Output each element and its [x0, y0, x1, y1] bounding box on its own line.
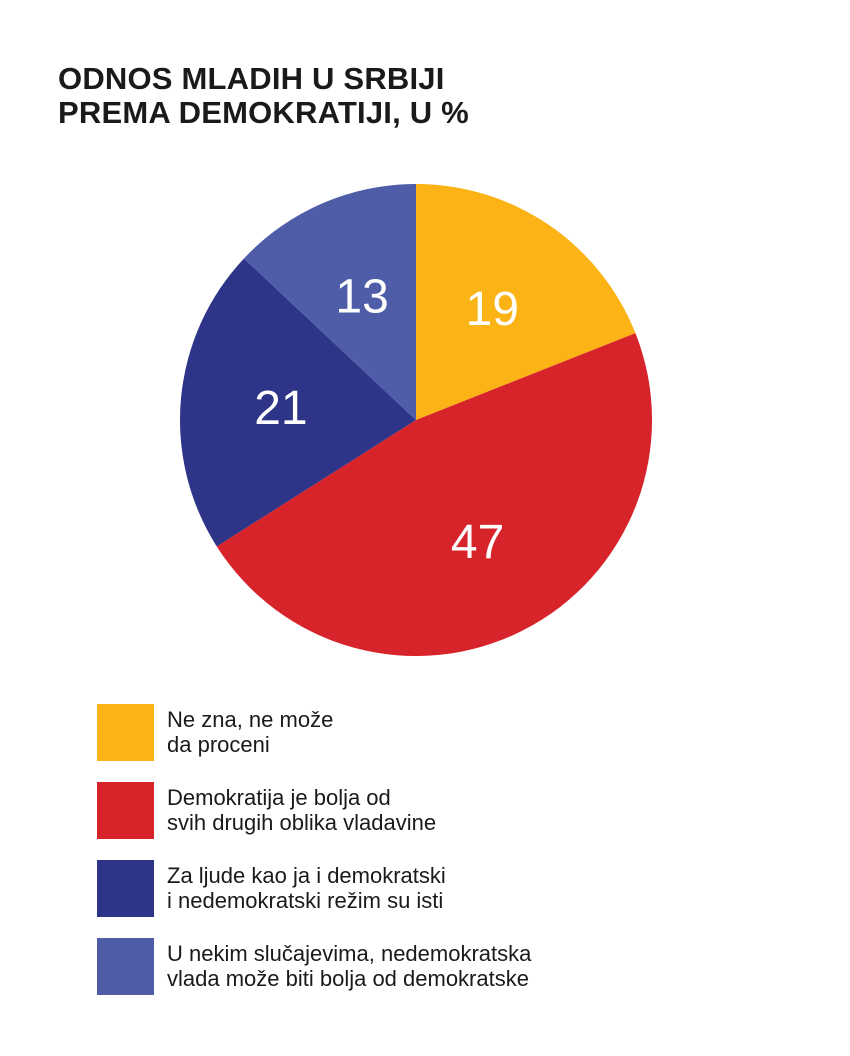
legend-label-line-1: U nekim slučajevima, nedemokratska	[167, 941, 532, 966]
pie-slice	[216, 333, 653, 657]
legend-label: Za ljude kao ja i demokratski i nedemokr…	[167, 863, 446, 913]
pie-chart: 19 47 21 13	[179, 184, 653, 657]
legend-label: Demokratija je bolja od svih drugih obli…	[167, 785, 436, 835]
chart-title: ODNOS MLADIH U SRBIJI PREMA DEMOKRATIJI,…	[58, 62, 469, 130]
legend-label-line-2: da proceni	[167, 732, 270, 757]
pie-slice	[416, 184, 636, 420]
chart-title-line-1: ODNOS MLADIH U SRBIJI	[58, 61, 445, 96]
legend-swatch	[97, 704, 154, 761]
chart-title-line-2: PREMA DEMOKRATIJI, U %	[58, 95, 469, 130]
legend-label: U nekim slučajevima, nedemokratska vlada…	[167, 941, 531, 991]
legend-swatch	[97, 938, 154, 995]
pie-slice-value-label: 19	[466, 283, 519, 336]
pie-slice	[243, 184, 416, 420]
pie-slice-value-label: 13	[335, 271, 388, 324]
legend-label-line-2: svih drugih oblika vladavine	[167, 810, 437, 835]
legend-label-line-2: vlada može biti bolja od demokratske	[167, 966, 529, 991]
pie-slice-value-label: 21	[254, 382, 307, 435]
pie-slice-value-label: 47	[451, 516, 504, 569]
legend-label-line-1: Ne zna, ne može	[167, 707, 334, 732]
legend-label-line-1: Demokratija je bolja od	[167, 785, 391, 810]
legend-swatch	[97, 782, 154, 839]
legend-label-line-1: Za ljude kao ja i demokratski	[167, 863, 446, 888]
legend-label: Ne zna, ne može da proceni	[167, 707, 333, 757]
legend-label-line-2: i nedemokratski režim su isti	[167, 888, 444, 913]
pie-slice	[179, 258, 416, 547]
legend-swatch	[97, 860, 154, 917]
